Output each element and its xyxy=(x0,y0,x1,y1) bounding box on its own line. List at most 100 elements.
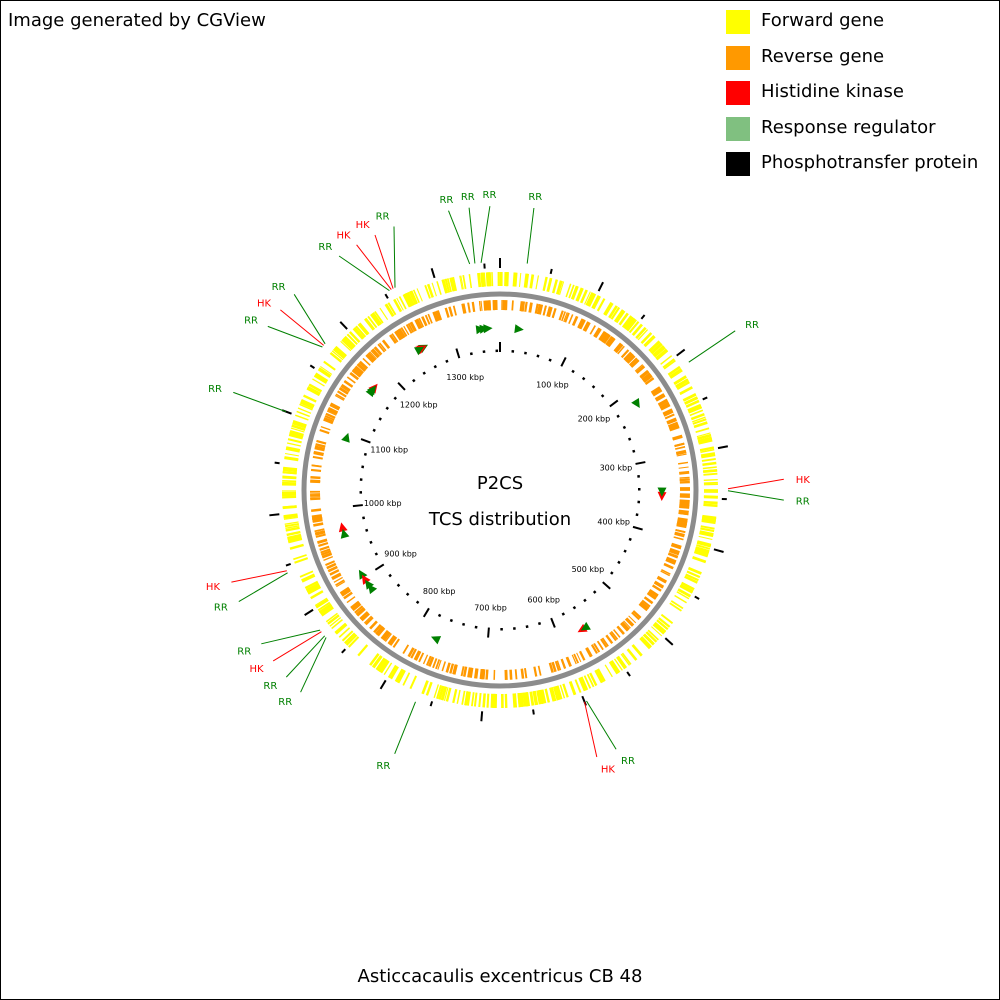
reverse-gene-mark xyxy=(314,445,326,450)
reverse-gene-mark xyxy=(329,404,340,410)
forward-gene-mark xyxy=(679,386,693,395)
ruler-label: 1200 kbp xyxy=(400,400,438,409)
forward-gene-mark xyxy=(626,319,637,332)
reverse-gene-mark xyxy=(675,529,686,534)
forward-gene-mark xyxy=(699,531,714,537)
forward-gene-track xyxy=(281,271,719,709)
response-regulator-marker xyxy=(580,621,591,631)
forward-gene-mark xyxy=(651,626,663,637)
forward-gene-mark xyxy=(555,685,562,700)
outer-tick xyxy=(702,396,708,401)
reverse-gene-mark xyxy=(573,653,580,664)
outer-tick xyxy=(626,671,631,677)
reverse-gene-mark xyxy=(626,354,636,364)
forward-gene-mark xyxy=(388,665,397,679)
forward-gene-mark xyxy=(518,692,523,708)
forward-gene-mark xyxy=(358,322,370,335)
reverse-gene-mark xyxy=(656,576,667,584)
reverse-gene-mark xyxy=(414,319,421,330)
forward-gene-mark xyxy=(306,387,321,397)
reverse-gene-mark xyxy=(561,311,566,322)
forward-gene-mark xyxy=(609,661,619,674)
forward-gene-mark xyxy=(523,273,528,288)
forward-gene-mark xyxy=(686,570,701,579)
reverse-gene-mark xyxy=(371,348,381,358)
reverse-gene-mark xyxy=(441,661,447,672)
reverse-gene-mark xyxy=(678,466,689,469)
forward-gene-mark xyxy=(299,403,313,411)
forward-gene-mark xyxy=(482,272,486,287)
callout-leader xyxy=(280,309,325,346)
forward-gene-mark xyxy=(700,448,715,453)
forward-gene-mark xyxy=(282,476,297,480)
callout-label: RR xyxy=(237,646,251,657)
reverse-gene-mark xyxy=(413,650,421,661)
reverse-gene-mark xyxy=(554,660,560,671)
ruler-minor-tick xyxy=(363,452,367,456)
reverse-gene-mark xyxy=(675,446,686,450)
forward-gene-mark xyxy=(570,285,578,300)
forward-gene-mark xyxy=(696,540,712,547)
reverse-gene-mark xyxy=(668,423,679,430)
reverse-gene-mark xyxy=(672,434,683,441)
forward-gene-mark xyxy=(464,691,469,706)
forward-gene-mark xyxy=(647,629,659,641)
forward-gene-mark xyxy=(384,303,395,317)
forward-gene-mark xyxy=(440,686,447,701)
response-regulator-marker xyxy=(514,324,524,334)
forward-gene-mark xyxy=(296,410,310,418)
reverse-gene-mark xyxy=(519,301,523,312)
forward-gene-mark xyxy=(477,272,482,288)
reverse-gene-mark xyxy=(485,300,490,311)
ruler-minor-tick xyxy=(405,592,410,596)
reverse-gene-mark xyxy=(560,658,567,669)
callout-leader xyxy=(393,226,396,288)
reverse-gene-mark xyxy=(577,318,584,329)
forward-gene-mark xyxy=(512,272,517,287)
forward-gene-mark xyxy=(288,537,303,544)
reverse-gene-mark xyxy=(613,342,622,352)
forward-gene-mark xyxy=(514,272,518,287)
outer-tick xyxy=(480,711,484,722)
forward-gene-mark xyxy=(374,310,384,324)
reverse-gene-mark xyxy=(320,550,331,555)
ruler-major-tick xyxy=(455,348,461,359)
callout-leader xyxy=(586,700,617,750)
reverse-gene-mark xyxy=(602,333,611,344)
legend-swatch xyxy=(726,116,750,141)
reverse-gene-mark xyxy=(437,659,442,670)
reverse-gene-mark xyxy=(642,373,652,381)
forward-gene-mark xyxy=(693,421,708,429)
reverse-gene-mark xyxy=(600,638,608,648)
forward-gene-mark xyxy=(395,669,405,683)
forward-gene-mark xyxy=(626,648,638,661)
reverse-gene-mark xyxy=(370,350,379,359)
forward-gene-mark xyxy=(283,513,298,517)
forward-gene-mark xyxy=(559,684,566,699)
reverse-gene-mark xyxy=(571,315,579,327)
forward-gene-mark xyxy=(433,684,440,699)
callout-leader xyxy=(394,701,416,754)
forward-gene-mark xyxy=(370,313,381,327)
forward-gene-mark xyxy=(685,573,699,582)
callout-label: HK xyxy=(601,764,616,775)
forward-gene-mark xyxy=(681,581,695,591)
forward-gene-mark xyxy=(466,691,471,706)
reverse-gene-mark xyxy=(667,421,678,428)
callout-label: HK xyxy=(796,475,811,486)
forward-gene-mark xyxy=(507,272,509,287)
forward-gene-mark xyxy=(579,289,588,304)
forward-gene-mark xyxy=(353,327,364,339)
reverse-gene-mark xyxy=(679,478,690,482)
callout-label: RR xyxy=(376,211,390,222)
forward-gene-mark xyxy=(682,393,697,402)
forward-gene-mark xyxy=(489,272,492,287)
reverse-gene-mark xyxy=(677,519,688,524)
forward-gene-mark xyxy=(319,367,332,377)
reverse-gene-mark xyxy=(377,344,385,353)
cgview-credit: Image generated by CGView xyxy=(8,10,266,31)
reverse-gene-mark xyxy=(469,667,474,678)
reverse-gene-mark xyxy=(359,360,369,369)
forward-gene-mark xyxy=(286,530,301,537)
reverse-gene-mark xyxy=(340,383,351,392)
